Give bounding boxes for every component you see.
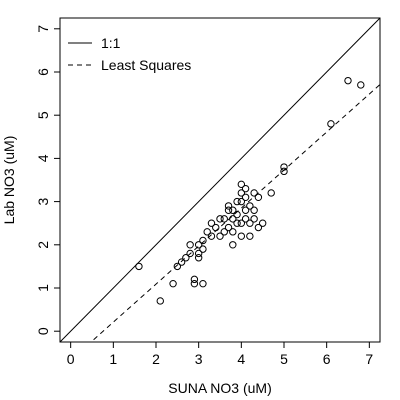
- data-point-48: [250, 189, 258, 197]
- data-point-9: [190, 275, 199, 284]
- plot-frame: [59, 17, 381, 343]
- x-tick-label-4: 4: [237, 351, 245, 367]
- data-point-10: [194, 254, 203, 262]
- data-point-50: [254, 193, 263, 201]
- legend-label-least-squares: Least Squares: [101, 57, 191, 73]
- data-point-26: [224, 202, 233, 210]
- data-point-33: [233, 197, 241, 206]
- data-point-40: [241, 206, 250, 214]
- data-point-11: [194, 249, 203, 258]
- data-point-39: [241, 215, 250, 223]
- data-point-41: [241, 193, 250, 201]
- data-point-19: [212, 223, 220, 232]
- data-point-42: [241, 184, 250, 193]
- data-point-8: [190, 279, 199, 288]
- data-point-34: [237, 232, 246, 240]
- data-point-27: [229, 241, 237, 249]
- data-point-3: [173, 262, 182, 271]
- y-tick-label-6: 6: [35, 68, 51, 76]
- x-tick-label-3: 3: [195, 351, 203, 367]
- y-axis: 0 1 2 3 4 5 6 7: [35, 25, 60, 335]
- data-point-47: [250, 206, 258, 214]
- data-point-7: [186, 241, 194, 249]
- data-point-14: [199, 245, 207, 253]
- data-point-56: [344, 76, 352, 85]
- y-axis-title: Lab NO3 (uM): [1, 136, 17, 225]
- data-point-13: [199, 279, 207, 288]
- x-tick-label-6: 6: [323, 351, 331, 367]
- data-point-21: [216, 215, 224, 223]
- x-tick-label-0: 0: [67, 351, 75, 367]
- x-tick-label-2: 2: [152, 351, 160, 367]
- data-point-35: [237, 219, 246, 227]
- x-tick-label-5: 5: [280, 351, 288, 367]
- y-tick-label-0: 0: [35, 327, 51, 335]
- y-tick-label-2: 2: [35, 241, 51, 249]
- data-point-45: [246, 202, 254, 210]
- data-point-0: [135, 262, 143, 271]
- x-tick-label-7: 7: [365, 351, 373, 367]
- data-point-1: [156, 297, 164, 305]
- legend-label-one-to-one: 1:1: [101, 35, 121, 51]
- data-point-31: [233, 219, 241, 227]
- x-tick-label-1: 1: [109, 351, 117, 367]
- data-point-53: [280, 167, 288, 176]
- data-points: [135, 76, 365, 305]
- data-point-49: [254, 223, 263, 232]
- data-point-57: [357, 81, 365, 89]
- data-point-16: [203, 228, 211, 236]
- y-tick-label-5: 5: [35, 111, 51, 119]
- data-point-12: [194, 241, 203, 249]
- data-point-2: [169, 279, 177, 288]
- data-point-30: [229, 206, 237, 214]
- data-point-51: [258, 219, 267, 227]
- data-point-4: [177, 258, 186, 266]
- data-point-25: [224, 206, 233, 214]
- data-point-6: [186, 249, 194, 258]
- data-point-24: [224, 223, 233, 232]
- data-point-37: [237, 189, 246, 197]
- y-tick-label-1: 1: [35, 284, 51, 292]
- data-point-18: [207, 219, 216, 227]
- data-point-43: [246, 232, 254, 240]
- data-point-29: [229, 215, 237, 223]
- y-tick-label-3: 3: [35, 197, 51, 205]
- data-point-15: [199, 236, 207, 245]
- data-point-54: [280, 163, 288, 171]
- data-point-44: [246, 219, 254, 227]
- data-point-32: [233, 210, 241, 219]
- data-point-23: [220, 215, 228, 223]
- x-axis: 0 1 2 3 4 5 6 7: [67, 342, 373, 367]
- data-point-17: [207, 232, 216, 240]
- data-point-22: [220, 228, 228, 236]
- legend: 1:1 Least Squares: [68, 35, 191, 73]
- y-tick-label-7: 7: [35, 25, 51, 33]
- x-axis-title: SUNA NO3 (uM): [168, 380, 271, 396]
- data-point-5: [182, 254, 190, 262]
- data-point-55: [327, 120, 335, 128]
- one-to-one-line: [60, 18, 380, 342]
- data-point-46: [250, 215, 258, 223]
- data-point-38: [237, 180, 246, 189]
- y-tick-label-4: 4: [35, 154, 51, 162]
- data-point-52: [267, 189, 275, 197]
- data-point-20: [216, 232, 224, 240]
- data-point-28: [229, 228, 237, 236]
- data-point-36: [237, 197, 246, 206]
